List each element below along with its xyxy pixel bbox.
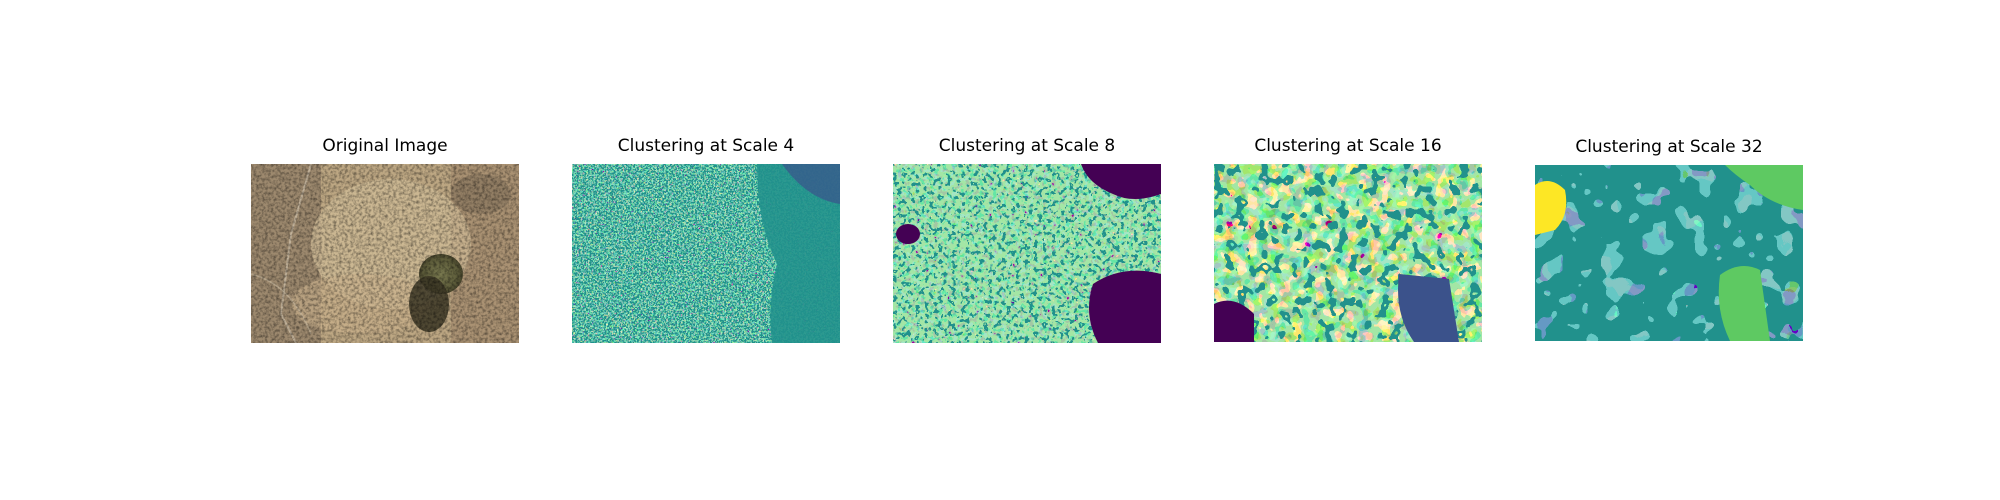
panel-title: Clustering at Scale 4 xyxy=(617,136,795,156)
cluster-map-scale-8 xyxy=(893,164,1161,343)
panel-scale-32: Clustering at Scale 32 xyxy=(1535,137,1803,341)
panel-title: Clustering at Scale 16 xyxy=(1254,136,1442,156)
cluster-map-scale-4 xyxy=(572,164,840,343)
panel-original: Original Image xyxy=(251,136,519,343)
panel-scale-8: Clustering at Scale 8 xyxy=(893,136,1161,343)
panel-title: Original Image xyxy=(322,136,448,156)
cluster-map-scale-16 xyxy=(1214,164,1482,342)
panel-scale-16: Clustering at Scale 16 xyxy=(1214,136,1482,342)
cluster-map-scale-32 xyxy=(1535,165,1803,341)
panel-title: Clustering at Scale 8 xyxy=(938,136,1116,156)
panel-scale-4: Clustering at Scale 4 xyxy=(572,136,840,343)
original-aerial-image xyxy=(251,164,519,343)
panel-title: Clustering at Scale 32 xyxy=(1575,137,1763,157)
